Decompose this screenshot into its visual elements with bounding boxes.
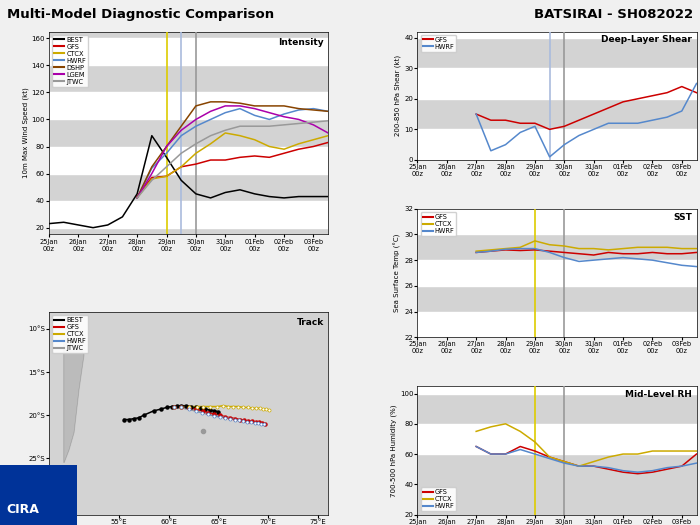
- Y-axis label: 700-500 hPa Humidity (%): 700-500 hPa Humidity (%): [391, 404, 397, 497]
- Text: Multi-Model Diagnostic Comparison: Multi-Model Diagnostic Comparison: [7, 8, 274, 21]
- Bar: [417, 129, 696, 160]
- Polygon shape: [64, 338, 84, 463]
- Bar: [49, 92, 328, 120]
- Bar: [417, 379, 696, 394]
- Bar: [417, 209, 696, 235]
- Text: BATSIRAI - SH082022: BATSIRAI - SH082022: [534, 8, 693, 21]
- Bar: [49, 201, 328, 228]
- Text: CIRA: CIRA: [6, 503, 39, 516]
- Legend: GFS, CTCX, HWRF: GFS, CTCX, HWRF: [421, 487, 456, 511]
- Y-axis label: 200-850 hPa Shear (kt): 200-850 hPa Shear (kt): [395, 55, 402, 136]
- Legend: GFS, CTCX, HWRF: GFS, CTCX, HWRF: [421, 212, 456, 236]
- Bar: [417, 68, 696, 99]
- Bar: [417, 424, 696, 454]
- Bar: [49, 38, 328, 65]
- Y-axis label: Sea Surface Temp (°C): Sea Surface Temp (°C): [394, 234, 402, 312]
- Bar: [417, 311, 696, 337]
- Text: SST: SST: [673, 213, 692, 222]
- Text: Intensity: Intensity: [279, 38, 324, 47]
- Bar: [49, 146, 328, 174]
- Legend: BEST, GFS, CTCX, HWRF, DSHP, LGEM, JTWC: BEST, GFS, CTCX, HWRF, DSHP, LGEM, JTWC: [52, 35, 88, 87]
- Legend: BEST, GFS, CTCX, HWRF, JTWC: BEST, GFS, CTCX, HWRF, JTWC: [52, 315, 88, 353]
- Bar: [417, 7, 696, 38]
- Text: Track: Track: [297, 318, 324, 327]
- Y-axis label: 10m Max Wind Speed (kt): 10m Max Wind Speed (kt): [22, 88, 29, 178]
- Legend: GFS, HWRF: GFS, HWRF: [421, 35, 456, 52]
- Bar: [417, 260, 696, 286]
- Text: Mid-Level RH: Mid-Level RH: [625, 390, 692, 399]
- Text: Deep-Layer Shear: Deep-Layer Shear: [601, 35, 692, 44]
